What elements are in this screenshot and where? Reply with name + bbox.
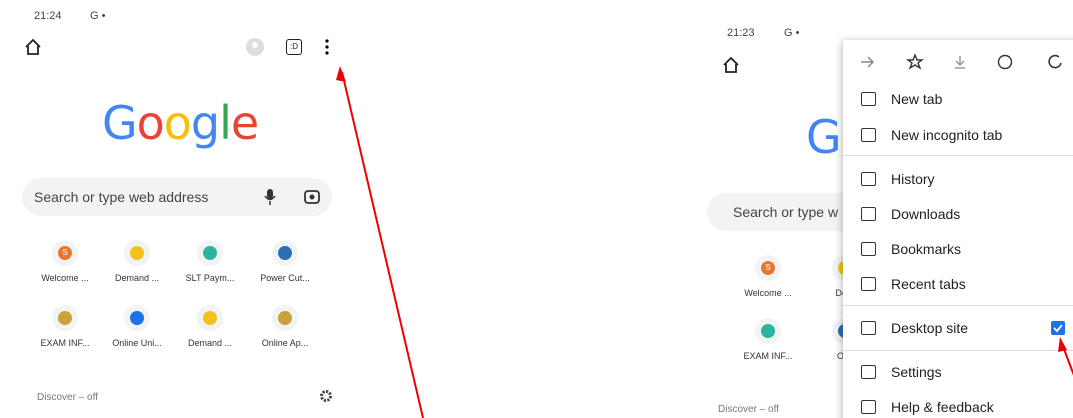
screenshot: 21:24 G • :D Google Search or type web a… (0, 0, 1073, 418)
annotation-arrow (0, 0, 1073, 418)
